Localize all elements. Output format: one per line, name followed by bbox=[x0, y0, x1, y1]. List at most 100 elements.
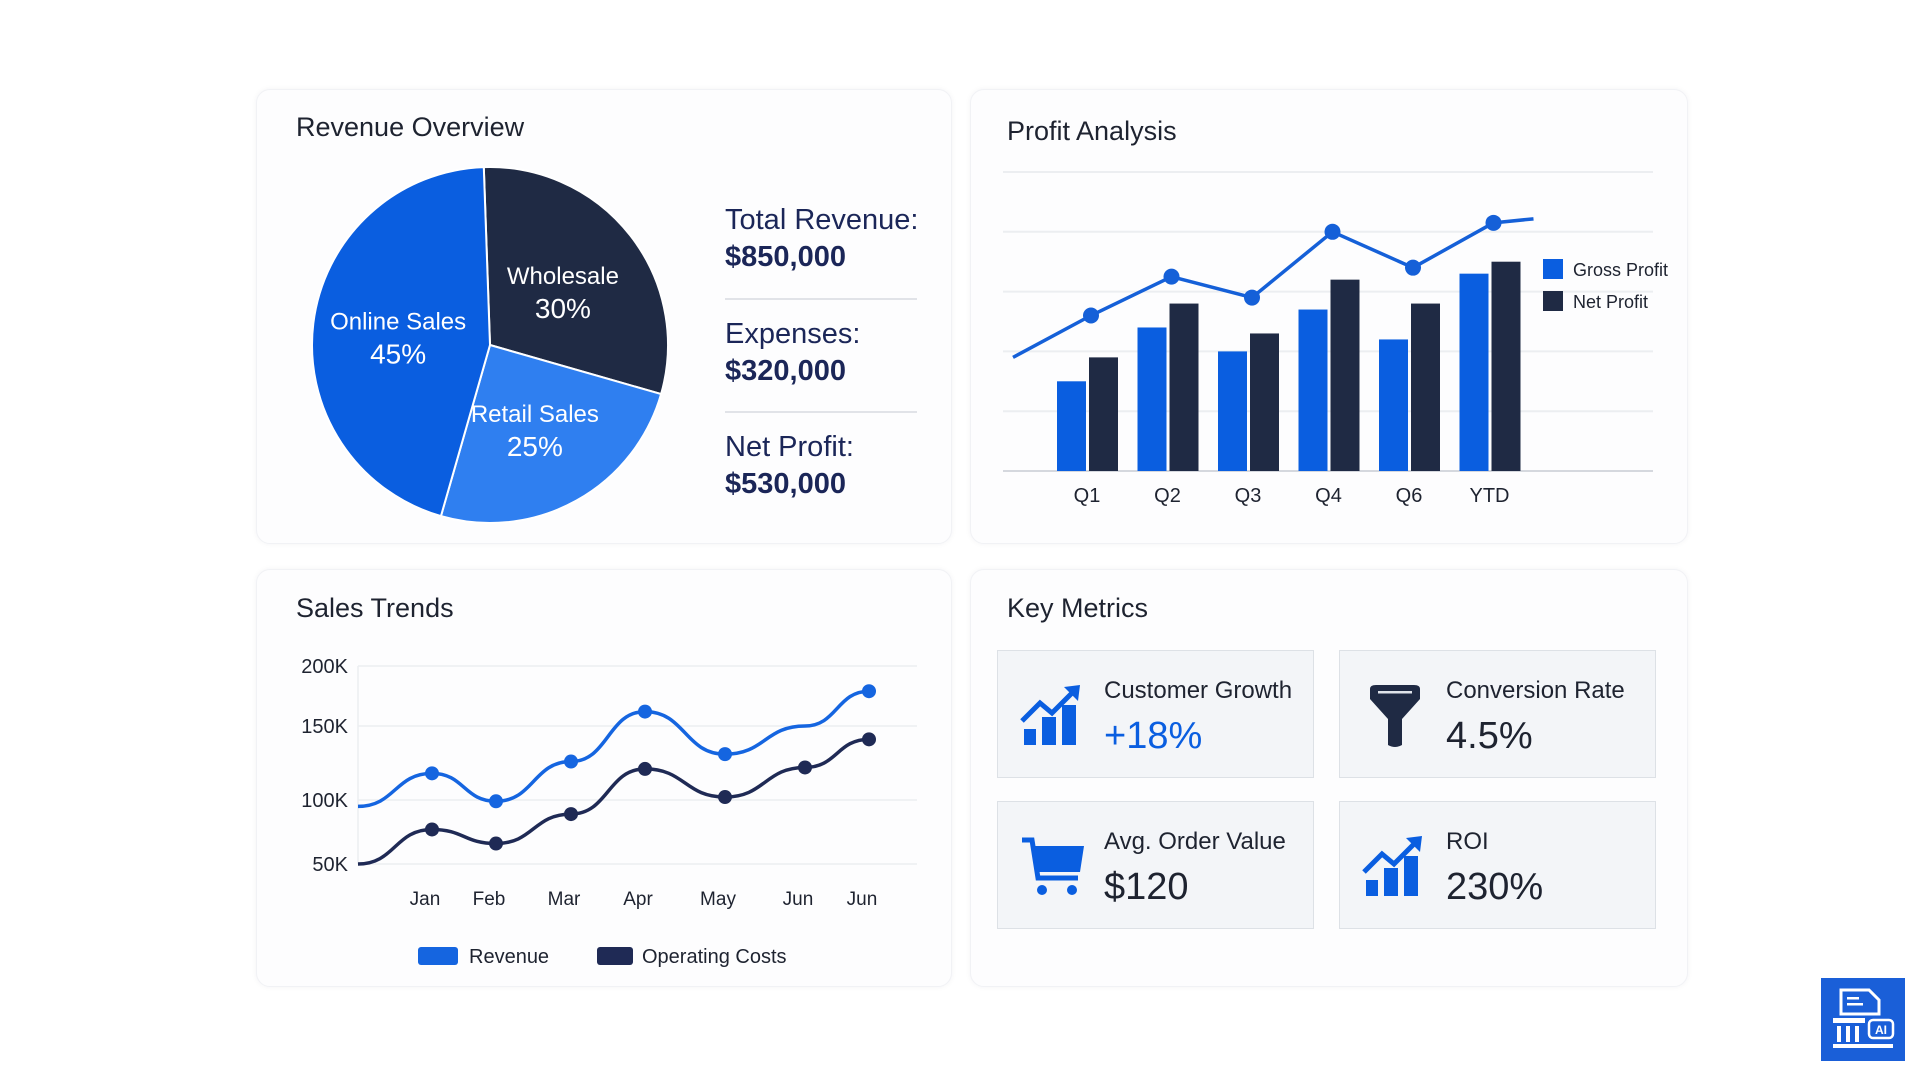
x-tick-label: Jun bbox=[783, 889, 814, 910]
app-badge-button[interactable]: AI bbox=[1821, 978, 1905, 1061]
total-revenue-value: $850,000 bbox=[725, 241, 846, 273]
sales-trends-title: Sales Trends bbox=[296, 593, 454, 623]
bar-net-profit bbox=[1491, 261, 1521, 471]
document-pillar-ai-icon: AI bbox=[1833, 988, 1895, 1048]
bar-net-profit bbox=[1169, 303, 1199, 471]
metric-value: $120 bbox=[1104, 866, 1189, 908]
profit-analysis-title: Profit Analysis bbox=[1007, 116, 1177, 146]
revenue-overview-title: Revenue Overview bbox=[296, 112, 525, 142]
bar-gross-profit bbox=[1298, 309, 1328, 471]
net-profit-label: Net Profit: bbox=[725, 431, 854, 463]
bar-gross-profit bbox=[1379, 339, 1408, 471]
data-point bbox=[489, 836, 503, 851]
total-revenue-label: Total Revenue: bbox=[725, 204, 919, 236]
funnel-icon bbox=[1370, 685, 1420, 747]
sales-line-chart: 200K 150K 100K 50K Jan Feb Mar Apr May Jun Jun Reve… bbox=[301, 656, 917, 968]
metric-customer-growth: Customer Growth +18% bbox=[997, 650, 1314, 778]
data-point bbox=[718, 747, 732, 762]
metric-label: ROI bbox=[1446, 828, 1489, 855]
pie-slice-percent: 30% bbox=[535, 293, 591, 324]
x-tick-label: Q4 bbox=[1315, 485, 1342, 507]
metric-value: +18% bbox=[1104, 715, 1203, 757]
metric-label: Conversion Rate bbox=[1446, 677, 1625, 704]
data-point bbox=[638, 704, 652, 719]
growth-chart-icon bbox=[1020, 685, 1080, 745]
data-point bbox=[425, 822, 439, 837]
x-tick-label: Jun bbox=[847, 889, 878, 910]
legend-swatch bbox=[597, 947, 633, 965]
metric-conversion-rate: Conversion Rate 4.5% bbox=[1339, 650, 1656, 778]
x-tick-label: May bbox=[700, 889, 736, 910]
data-point bbox=[862, 684, 876, 699]
legend-label: Operating Costs bbox=[642, 946, 787, 968]
x-tick-label: Apr bbox=[623, 889, 653, 910]
x-tick-label: YTD bbox=[1470, 485, 1510, 507]
trend-point bbox=[1485, 214, 1502, 231]
trend-point bbox=[1163, 268, 1180, 285]
metric-value: 4.5% bbox=[1446, 715, 1533, 757]
x-tick-label: Q2 bbox=[1154, 485, 1181, 507]
bar-gross-profit bbox=[1218, 351, 1247, 471]
pie-slice-label: Wholesale bbox=[507, 263, 619, 290]
trend-point bbox=[1324, 223, 1341, 240]
ai-logo-text: AI bbox=[1875, 1023, 1887, 1037]
pie-slice-wholesale bbox=[482, 166, 669, 396]
x-tick-label: Mar bbox=[548, 889, 581, 910]
bar-net-profit bbox=[1330, 279, 1360, 471]
sales-trends-card bbox=[256, 569, 952, 987]
x-tick-label: Jan bbox=[410, 889, 441, 910]
pie-slice-percent: 25% bbox=[507, 431, 563, 462]
y-tick-label: 150K bbox=[301, 716, 348, 738]
data-point bbox=[862, 732, 876, 747]
legend-swatch bbox=[1543, 259, 1563, 279]
data-point bbox=[564, 754, 578, 769]
expenses-value: $320,000 bbox=[725, 355, 846, 387]
series-line-revenue bbox=[357, 689, 870, 809]
data-point bbox=[638, 761, 652, 776]
trend-line bbox=[1012, 217, 1534, 359]
profit-bar-chart: Q1 Q2 Q3 Q4 Q6 YTD Gross Profit Net Profit bbox=[1003, 171, 1668, 507]
metric-avg-order-value: Avg. Order Value $120 bbox=[997, 801, 1314, 929]
bar-net-profit bbox=[1411, 303, 1440, 471]
legend-swatch bbox=[418, 947, 458, 965]
metric-label: Customer Growth bbox=[1104, 677, 1293, 704]
pie-slice-label: Online Sales bbox=[330, 309, 466, 336]
trend-point bbox=[1405, 259, 1421, 276]
series-line-operating-costs bbox=[357, 737, 870, 866]
legend-label: Gross Profit bbox=[1573, 260, 1668, 280]
bar-net-profit bbox=[1089, 357, 1118, 471]
growth-chart-icon bbox=[1362, 836, 1422, 896]
legend-label: Net Profit bbox=[1573, 292, 1648, 312]
y-tick-label: 50K bbox=[312, 854, 348, 876]
x-tick-label: Q3 bbox=[1235, 485, 1262, 507]
x-tick-label: Q6 bbox=[1396, 485, 1423, 507]
revenue-pie-chart: Wholesale 30% Retail Sales 25% Online Sales 4… bbox=[310, 166, 669, 524]
bar-gross-profit bbox=[1459, 273, 1489, 471]
net-profit-value: $530,000 bbox=[725, 468, 846, 500]
key-metrics-title: Key Metrics bbox=[1007, 593, 1149, 623]
legend-swatch bbox=[1543, 291, 1563, 311]
y-tick-label: 100K bbox=[301, 790, 348, 812]
shopping-cart-icon bbox=[1022, 837, 1084, 895]
data-point bbox=[425, 766, 439, 781]
trend-point bbox=[1083, 307, 1099, 324]
divider bbox=[725, 298, 917, 300]
bar-gross-profit bbox=[1137, 327, 1167, 471]
divider bbox=[725, 411, 917, 413]
data-point bbox=[718, 790, 732, 805]
metric-roi: ROI 230% bbox=[1339, 801, 1656, 929]
data-point bbox=[564, 807, 578, 822]
bar-net-profit bbox=[1250, 333, 1279, 471]
trend-point bbox=[1244, 289, 1260, 306]
pie-slice-percent: 45% bbox=[370, 339, 426, 370]
data-point bbox=[489, 794, 503, 809]
data-point bbox=[798, 760, 812, 775]
legend-label: Revenue bbox=[469, 946, 549, 968]
bar-gross-profit bbox=[1057, 381, 1086, 471]
x-tick-label: Feb bbox=[473, 889, 506, 910]
pie-slice-online-sales bbox=[310, 166, 492, 518]
y-tick-label: 200K bbox=[301, 656, 348, 678]
metric-label: Avg. Order Value bbox=[1104, 828, 1286, 855]
metric-value: 230% bbox=[1446, 866, 1544, 908]
expenses-label: Expenses: bbox=[725, 318, 861, 350]
